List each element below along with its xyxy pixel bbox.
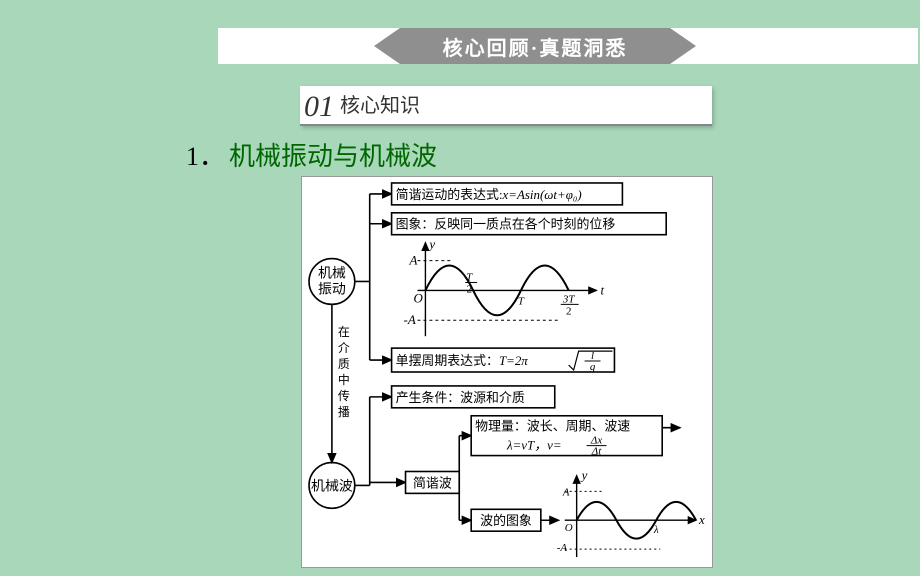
box-pendulum-text: 单摆周期表达式：T=2π xyxy=(396,353,529,368)
svg-text:λ: λ xyxy=(653,524,659,536)
diagram-svg: 机械 振动 机械波 在 介 质 中 传 播 简谐运动的表达式:x=Asin(ωt… xyxy=(302,177,712,567)
svg-text:t: t xyxy=(601,282,605,297)
svg-text:A: A xyxy=(409,253,418,268)
node-vibration-l1: 机械 xyxy=(318,265,346,281)
concept-diagram: 机械 振动 机械波 在 介 质 中 传 播 简谐运动的表达式:x=Asin(ωt… xyxy=(301,176,713,568)
header-title: 核心回顾·真题洞悉 xyxy=(400,28,670,64)
svg-text:-A: -A xyxy=(557,542,568,554)
svg-text:中: 中 xyxy=(338,373,350,387)
chevron-right-icon xyxy=(670,28,696,64)
svg-text:x: x xyxy=(698,512,705,527)
svg-text:质: 质 xyxy=(338,357,350,371)
svg-text:2: 2 xyxy=(566,305,571,317)
topic-heading: 1．机械振动与机械波 xyxy=(186,136,437,173)
svg-text:g: g xyxy=(590,361,596,373)
svg-text:y: y xyxy=(580,467,588,482)
svg-text:O: O xyxy=(565,522,573,534)
svg-text:介: 介 xyxy=(338,341,350,355)
svg-text:2: 2 xyxy=(466,283,471,295)
chevron-left-icon xyxy=(374,28,400,64)
node-vibration-l2: 振动 xyxy=(318,281,346,297)
node-wave-label: 机械波 xyxy=(311,478,353,494)
svg-text:T: T xyxy=(466,271,473,283)
svg-text:A: A xyxy=(562,486,570,498)
box-phys-l2: λ=vT，v= xyxy=(506,438,562,453)
svg-text:3T: 3T xyxy=(562,293,575,305)
box-cond-text: 产生条件：波源和介质 xyxy=(396,390,525,405)
svg-text:传: 传 xyxy=(338,389,350,403)
sine-plot-vibration: y t A -A O T 2 T 3T 2 xyxy=(404,237,605,337)
topic-text: 机械振动与机械波 xyxy=(229,142,437,171)
box-phys-l1: 物理量：波长、周期、波速 xyxy=(475,419,630,434)
svg-text:T: T xyxy=(518,295,525,307)
svg-text:Δt: Δt xyxy=(591,446,602,458)
sine-plot-wave: y x A -A O λ xyxy=(557,467,705,557)
svg-text:-A: -A xyxy=(404,312,416,327)
box-imgdesc-text: 图象：反映同一质点在各个时刻的位移 xyxy=(396,217,616,232)
svg-text:在: 在 xyxy=(338,325,350,339)
section-number: 01 xyxy=(304,92,334,124)
section-title: 核心知识 xyxy=(340,89,420,124)
svg-text:O: O xyxy=(413,290,423,305)
header-bar: 核心回顾·真题洞悉 xyxy=(218,28,918,64)
edge-medium-label: 在 介 质 中 传 播 xyxy=(338,325,350,419)
svg-text:y: y xyxy=(427,237,435,252)
box-shw-text: 简谐波 xyxy=(413,475,452,490)
section-header: 01 核心知识 xyxy=(300,86,712,126)
svg-text:播: 播 xyxy=(338,405,350,419)
box-shm-text: 简谐运动的表达式:x=Asin(ωt+φ₀) xyxy=(396,187,582,202)
box-waveimg-text: 波的图象 xyxy=(480,513,532,528)
topic-number: 1． xyxy=(186,142,225,171)
